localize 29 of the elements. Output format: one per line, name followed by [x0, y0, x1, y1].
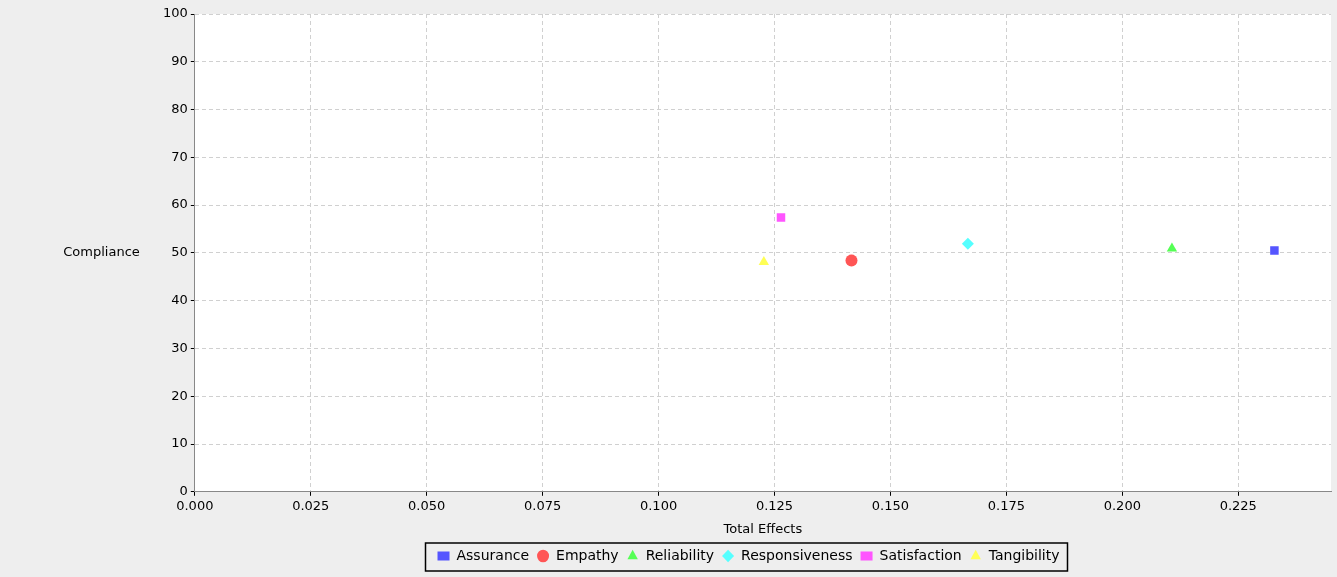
legend-label: Tangibility	[987, 546, 1060, 563]
x-tick-label: 0.000	[176, 497, 214, 513]
legend-label: Responsiveness	[741, 546, 853, 563]
x-tick-label: 0.100	[639, 497, 678, 513]
y-tick-label: 10	[171, 435, 188, 451]
y-tick-label: 60	[171, 196, 188, 212]
y-tick-label: 0	[179, 483, 188, 499]
x-tick-label: 0.025	[292, 497, 330, 513]
y-tick-label: 50	[171, 244, 188, 260]
legend-label: Reliability	[645, 546, 715, 563]
x-tick-label: 0.175	[987, 497, 1025, 513]
y-tick-label: 70	[171, 148, 188, 164]
y-tick-label: 20	[171, 387, 188, 403]
y-tick-label: 80	[171, 100, 188, 116]
y-tick-label: 90	[171, 53, 188, 69]
legend-label: Assurance	[456, 546, 530, 563]
x-tick-label: 0.200	[1103, 497, 1141, 513]
y-tick-label: 40	[171, 292, 188, 308]
x-tick-label: 0.125	[755, 497, 794, 513]
legend-label: Satisfaction	[879, 546, 962, 563]
y-tick-label: 30	[171, 339, 188, 355]
x-tick-label: 0.225	[1219, 497, 1257, 513]
x-axis-title: Total Effects	[722, 520, 803, 536]
x-tick-label: 0.075	[524, 497, 562, 513]
x-tick-label: 0.050	[408, 497, 446, 513]
y-tick-label: 100	[162, 5, 188, 21]
legend-label: Empathy	[556, 546, 619, 563]
x-tick-label: 0.150	[871, 497, 910, 513]
y-axis-title: Compliance	[63, 244, 140, 260]
